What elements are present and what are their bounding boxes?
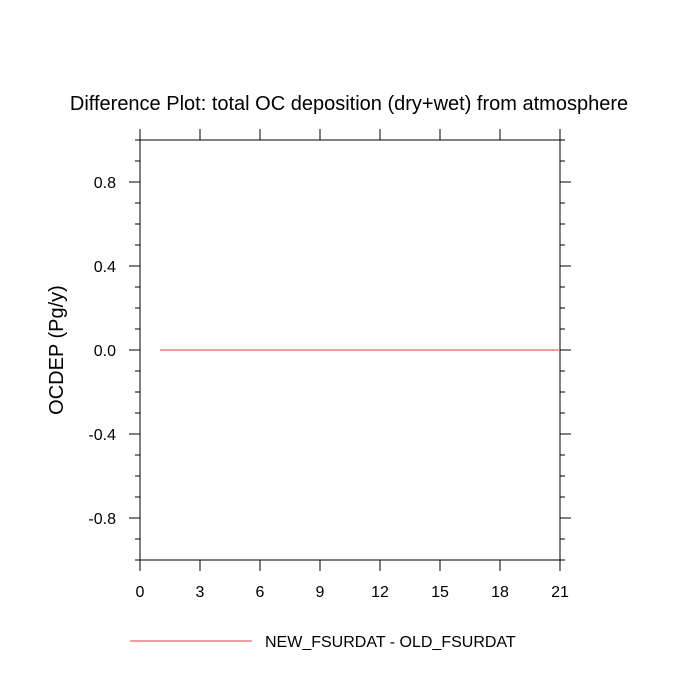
legend: NEW_FSURDAT - OLD_FSURDAT [130,634,516,651]
y-tick-label: 0.4 [94,259,116,276]
minor-ticks [135,139,565,561]
x-tick-label: 15 [431,584,449,601]
y-axis-label: OCDEP (Pg/y) [46,285,68,415]
legend-label: NEW_FSURDAT - OLD_FSURDAT [265,634,516,651]
x-tick-label: 21 [551,584,569,601]
x-tick-label: 18 [491,584,509,601]
y-tick-label: -0.8 [88,511,116,528]
x-axis-ticks: 0 3 6 9 12 15 18 21 [136,129,569,601]
x-tick-label: 0 [136,584,145,601]
y-tick-label: -0.4 [88,427,116,444]
x-tick-label: 9 [316,584,325,601]
y-axis-ticks: 0.8 0.4 0.0 -0.4 -0.8 [88,175,571,528]
x-tick-label: 6 [256,584,265,601]
y-tick-label: 0.8 [94,175,116,192]
x-tick-label: 3 [196,584,205,601]
x-tick-label: 12 [371,584,389,601]
chart-title: Difference Plot: total OC deposition (dr… [70,93,628,115]
y-tick-label: 0.0 [94,343,116,360]
